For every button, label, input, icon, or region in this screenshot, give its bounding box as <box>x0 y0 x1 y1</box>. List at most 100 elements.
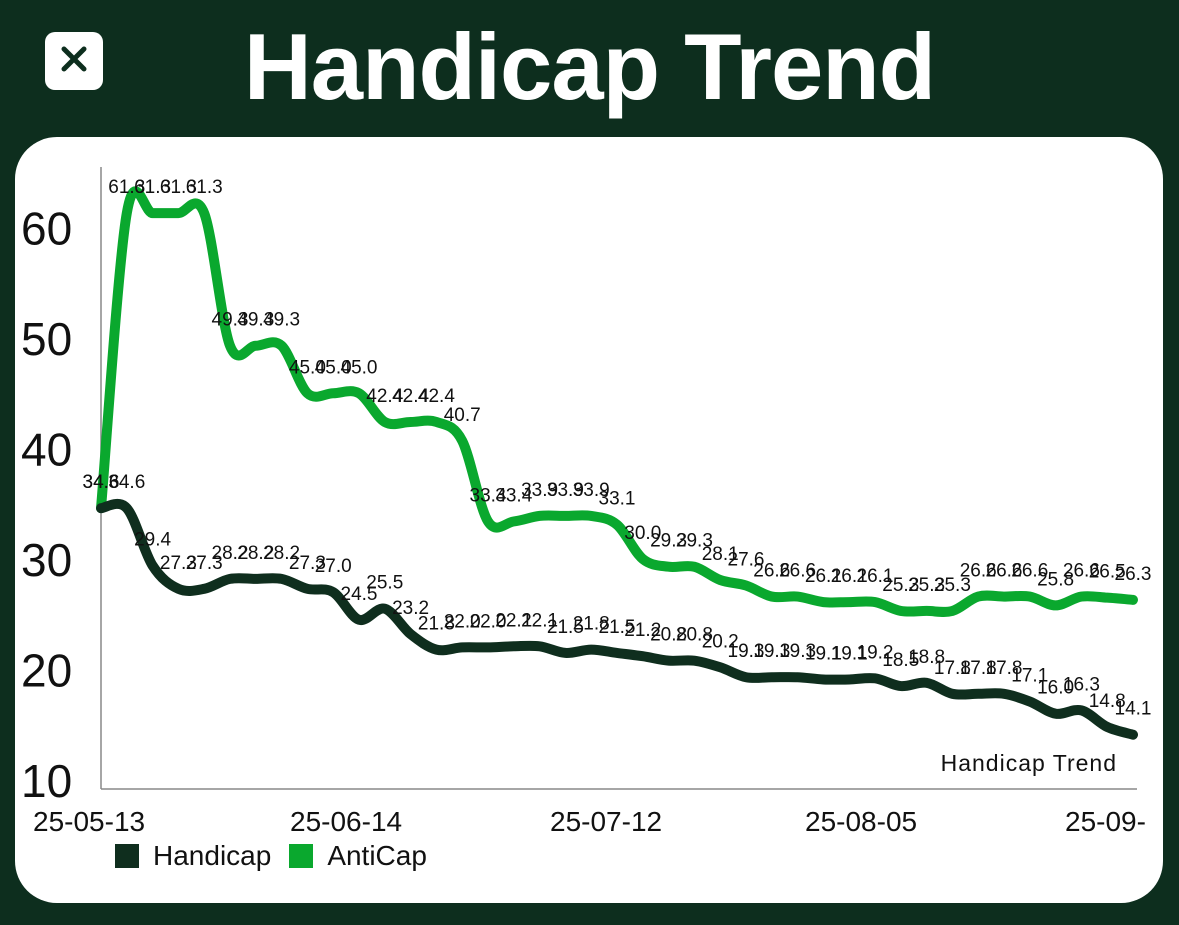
data-label-handicap: 17.1 <box>1011 666 1048 687</box>
data-label-anticap: 33.9 <box>573 480 610 501</box>
data-label-handicap: 17.8 <box>934 658 971 679</box>
data-label-handicap: 22.0 <box>470 611 507 632</box>
data-label-anticap: 45.0 <box>315 357 352 378</box>
legend-swatch-handicap <box>115 844 139 868</box>
data-label-anticap: 26.3 <box>1115 564 1152 585</box>
x-tick-label: 25-08-05 <box>805 806 917 837</box>
data-label-handicap: 20.8 <box>676 625 713 646</box>
legend-item-anticap[interactable]: AntiCap <box>289 840 427 872</box>
data-label-handicap: 34.6 <box>108 472 145 493</box>
data-label-handicap: 21.8 <box>573 614 610 635</box>
data-label-handicap: 22.1 <box>495 610 532 631</box>
y-tick-label: 10 <box>21 755 72 807</box>
data-label-anticap: 26.5 <box>1089 562 1126 583</box>
data-label-anticap: 26.6 <box>779 561 816 582</box>
data-label-handicap: 14.1 <box>1115 699 1152 720</box>
data-label-handicap: 21.5 <box>599 617 636 638</box>
x-tick-label: 25-09- <box>1065 806 1146 837</box>
data-label-anticap: 40.7 <box>444 405 481 426</box>
data-label-handicap: 25.5 <box>366 573 403 594</box>
data-label-handicap: 21.5 <box>547 617 584 638</box>
data-label-handicap: 29.4 <box>134 530 171 551</box>
data-label-anticap: 49.3 <box>212 310 249 331</box>
data-label-anticap: 25.3 <box>908 575 945 596</box>
series-line-handicap <box>96 498 1138 740</box>
data-label-handicap: 22.0 <box>444 611 481 632</box>
y-tick-label: 40 <box>21 424 72 476</box>
data-label-handicap: 21.2 <box>624 620 661 641</box>
data-label-handicap: 19.2 <box>857 642 894 663</box>
data-label-handicap: 21.8 <box>418 614 455 635</box>
data-label-anticap: 26.6 <box>1011 561 1048 582</box>
data-label-anticap: 25.3 <box>934 575 971 596</box>
data-label-anticap: 33.9 <box>521 480 558 501</box>
data-label-handicap: 14.8 <box>1089 691 1126 712</box>
y-tick-label: 50 <box>21 313 72 365</box>
data-label-anticap: 29.3 <box>676 531 713 552</box>
chart-card: 10 20 30 40 50 60 25-05-13 25-06-14 25-07-12 25-0… <box>15 137 1163 903</box>
data-label-anticap: 26.1 <box>831 566 868 587</box>
data-label-anticap: 27.6 <box>728 550 765 571</box>
data-label-handicap: 16.0 <box>1037 678 1074 699</box>
legend-item-handicap[interactable]: Handicap <box>115 840 271 872</box>
line-chart: 10 20 30 40 50 60 25-05-13 25-06-14 25-07-12 25-0… <box>21 167 1152 837</box>
data-label-anticap: 49.3 <box>263 310 300 331</box>
x-tick-label: 25-05-13 <box>33 806 145 837</box>
data-label-handicap: 27.3 <box>186 553 223 574</box>
data-label-anticap: 25.3 <box>882 575 919 596</box>
data-label-handicap: 19.1 <box>831 643 868 664</box>
x-tick-label: 25-06-14 <box>290 806 402 837</box>
close-button[interactable] <box>45 32 103 90</box>
data-label-anticap: 33.9 <box>547 480 584 501</box>
data-label-handicap: 27.3 <box>160 553 197 574</box>
data-label-anticap: 33.1 <box>599 489 636 510</box>
y-tick-label: 20 <box>21 645 72 697</box>
data-label-anticap: 45.0 <box>341 357 378 378</box>
legend-label-anticap: AntiCap <box>327 840 427 871</box>
data-label-anticap: 42.4 <box>418 386 455 407</box>
data-label-handicap: 18.5 <box>882 650 919 671</box>
y-tick-label: 30 <box>21 534 72 586</box>
data-label-anticap: 26.6 <box>753 561 790 582</box>
data-label-handicap: 34.6 <box>83 472 120 493</box>
data-label-anticap: 42.4 <box>366 386 403 407</box>
data-label-anticap: 25.8 <box>1037 569 1074 590</box>
data-label-anticap: 61.3 <box>186 177 223 198</box>
data-label-handicap: 20.2 <box>702 631 739 652</box>
data-label-anticap: 33.4 <box>495 485 532 506</box>
data-label-handicap: 24.5 <box>341 584 378 605</box>
data-label-handicap: 17.8 <box>986 658 1023 679</box>
chart-legend: Handicap AntiCap <box>115 840 445 872</box>
series-line-anticap <box>96 186 1138 617</box>
data-label-handicap: 18.8 <box>908 647 945 668</box>
data-label-anticap: 34.6 <box>83 472 120 493</box>
data-label-handicap: 28.2 <box>263 543 300 564</box>
data-label-handicap: 20.8 <box>650 625 687 646</box>
data-label-anticap: 26.1 <box>805 566 842 587</box>
data-label-handicap: 19.3 <box>728 641 765 662</box>
data-label-handicap: 23.2 <box>392 598 429 619</box>
data-label-handicap: 22.1 <box>521 610 558 631</box>
legend-swatch-anticap <box>289 844 314 868</box>
legend-label-handicap: Handicap <box>153 840 272 871</box>
data-label-handicap: 19.1 <box>805 643 842 664</box>
x-tick-label: 25-07-12 <box>550 806 662 837</box>
data-label-anticap: 29.3 <box>650 531 687 552</box>
data-label-handicap: 27.3 <box>289 553 326 574</box>
data-label-handicap: 16.3 <box>1063 674 1100 695</box>
data-label-anticap: 61.3 <box>108 177 145 198</box>
data-label-anticap: 45.0 <box>289 357 326 378</box>
data-label-anticap: 61.3 <box>134 177 171 198</box>
data-label-anticap: 61.3 <box>160 177 197 198</box>
page-title: Handicap Trend <box>243 14 936 119</box>
data-label-handicap: 28.2 <box>212 543 249 564</box>
data-label-anticap: 28.1 <box>702 544 739 565</box>
data-label-anticap: 26.6 <box>986 561 1023 582</box>
data-label-handicap: 27.0 <box>315 556 352 577</box>
data-label-handicap: 28.2 <box>237 543 274 564</box>
close-icon <box>59 44 89 79</box>
data-label-anticap: 42.4 <box>392 386 429 407</box>
y-tick-label: 60 <box>21 203 72 255</box>
data-label-anticap: 26.1 <box>857 566 894 587</box>
data-label-handicap: 19.3 <box>779 641 816 662</box>
